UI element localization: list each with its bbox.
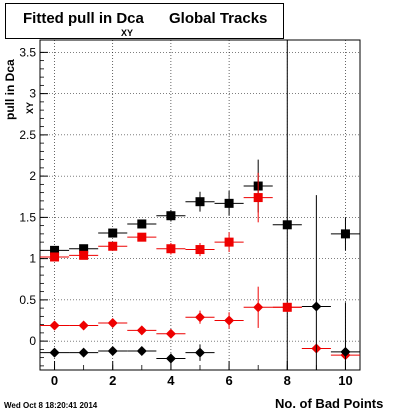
data-point-diamond bbox=[49, 320, 60, 331]
y-tick-label: 2 bbox=[29, 169, 36, 183]
data-point-diamond bbox=[136, 346, 147, 357]
data-point-square bbox=[166, 244, 176, 254]
chart-title-suffix: Global Tracks bbox=[169, 10, 268, 27]
data-point-square bbox=[253, 193, 263, 203]
data-point-square bbox=[224, 237, 234, 247]
y-tick-label: 3 bbox=[29, 87, 36, 101]
data-point-diamond bbox=[195, 312, 205, 323]
chart-title-box: Fitted pull in Dca XY Global Tracks bbox=[5, 3, 284, 39]
data-point-diamond bbox=[78, 347, 89, 358]
data-point-square bbox=[166, 211, 176, 221]
data-point-diamond bbox=[224, 315, 235, 326]
data-point-square bbox=[108, 228, 118, 238]
x-tick-label: 4 bbox=[167, 373, 175, 388]
x-tick-label: 6 bbox=[225, 373, 232, 388]
x-tick-label: 8 bbox=[284, 373, 291, 388]
data-point-square bbox=[282, 220, 292, 230]
y-tick-label: 1 bbox=[29, 252, 36, 266]
series-3 bbox=[40, 195, 360, 370]
data-point-square bbox=[195, 245, 205, 255]
data-point-diamond bbox=[282, 302, 293, 313]
chart-title: Fitted pull in Dca bbox=[23, 10, 144, 27]
data-point-diamond bbox=[253, 302, 264, 313]
data-point-square bbox=[224, 198, 234, 208]
data-point-diamond bbox=[340, 346, 351, 357]
data-series bbox=[40, 40, 360, 370]
data-point-square bbox=[108, 241, 118, 251]
timestamp: Wed Oct 8 18:20:41 2014 bbox=[4, 401, 98, 410]
y-tick-label: 2.5 bbox=[19, 128, 36, 142]
y-axis-label: pull in Dca XY bbox=[3, 59, 35, 120]
data-point-square bbox=[137, 232, 147, 242]
data-point-square bbox=[50, 245, 60, 255]
data-point-square bbox=[137, 219, 147, 229]
x-tick-label: 2 bbox=[109, 373, 116, 388]
y-axis-label-text: pull in Dca bbox=[3, 59, 17, 120]
y-axis: 0 0.5 1 1.5 2 2.5 3 3.5 bbox=[19, 45, 48, 367]
data-point-square bbox=[79, 250, 89, 260]
series-2 bbox=[40, 286, 360, 361]
y-tick-label: 1.5 bbox=[19, 210, 36, 224]
data-point-diamond bbox=[311, 301, 322, 312]
data-point-diamond bbox=[107, 346, 118, 357]
data-point-diamond bbox=[165, 328, 176, 339]
data-point-diamond bbox=[165, 353, 176, 364]
y-axis-label-subscript: XY bbox=[25, 101, 35, 114]
data-point-diamond bbox=[107, 317, 118, 328]
data-point-square bbox=[79, 244, 89, 254]
data-point-diamond bbox=[195, 347, 205, 358]
x-axis-label: No. of Bad Points bbox=[275, 396, 384, 411]
data-point-diamond bbox=[78, 320, 89, 331]
y-tick-label: 0.5 bbox=[19, 293, 36, 307]
data-point-square bbox=[195, 197, 205, 207]
y-tick-label: 3.5 bbox=[19, 45, 36, 59]
y-tick-label: 0 bbox=[29, 334, 36, 348]
chart-title-subscript: XY bbox=[121, 28, 134, 38]
data-point-diamond bbox=[49, 347, 60, 358]
x-tick-label: 10 bbox=[338, 373, 352, 388]
data-point-square bbox=[340, 229, 350, 239]
data-point-square bbox=[50, 252, 60, 262]
data-point-diamond bbox=[136, 325, 147, 336]
x-tick-label: 0 bbox=[51, 373, 58, 388]
